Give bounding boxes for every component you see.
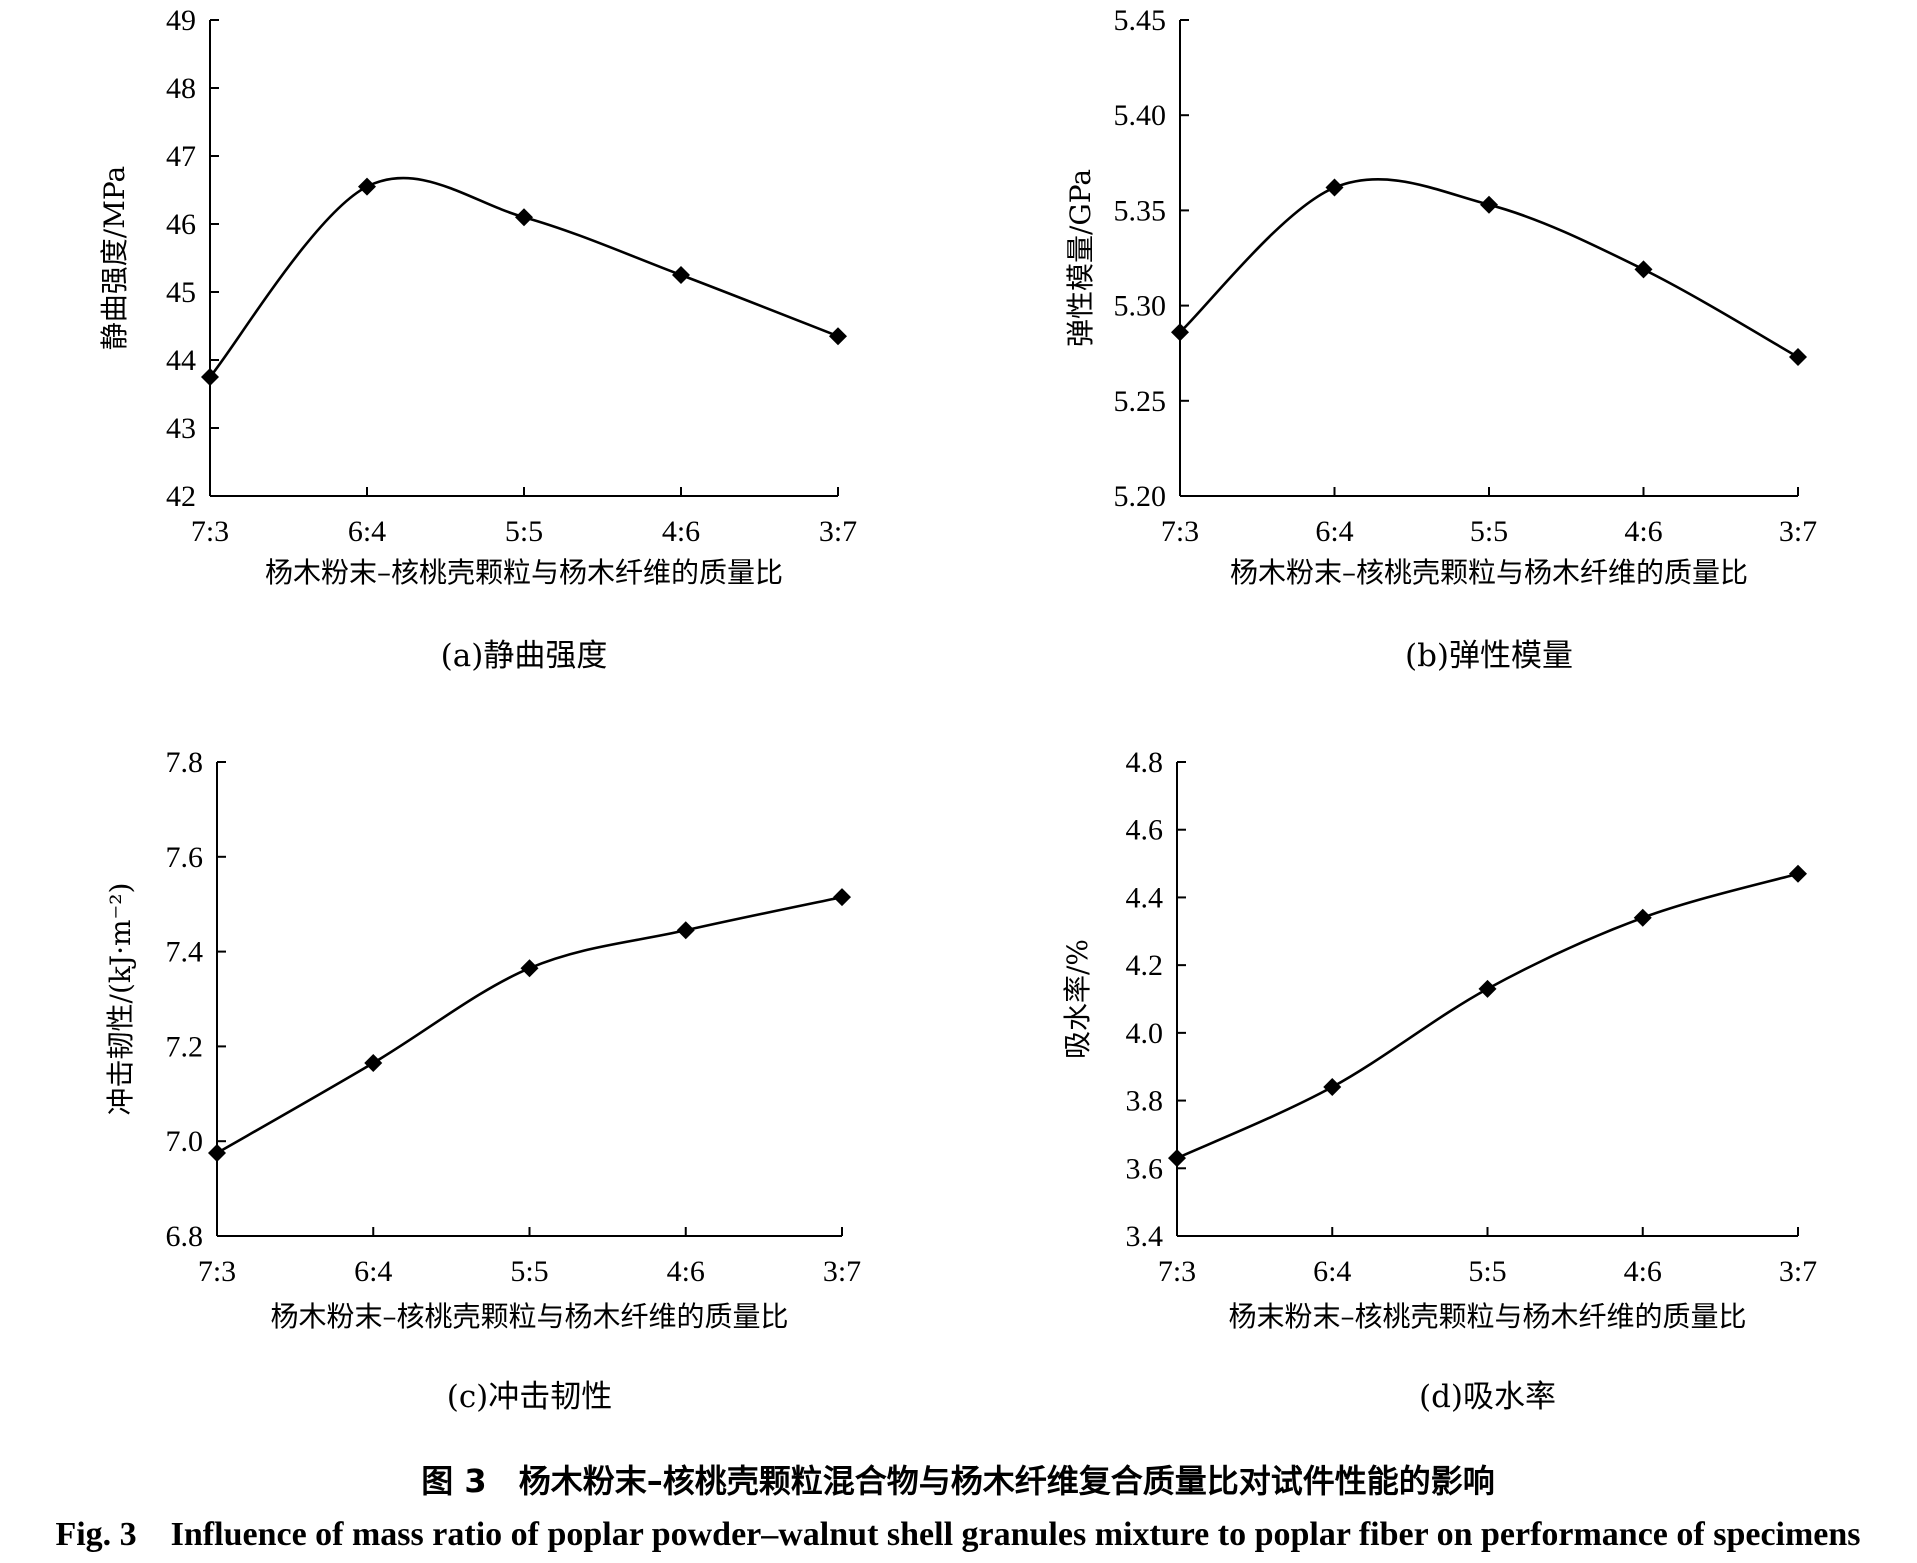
x-tick-label: 7:3 xyxy=(198,1255,236,1288)
x-tick-label: 6:4 xyxy=(1313,1255,1351,1288)
x-tick-label: 5:5 xyxy=(1470,515,1508,548)
y-axis-title: 弹性模量/GPa xyxy=(1064,169,1097,347)
x-tick-label: 3:7 xyxy=(823,1255,861,1288)
x-tick-label: 5:5 xyxy=(510,1255,548,1288)
y-tick-label: 44 xyxy=(166,344,196,377)
data-point-marker xyxy=(358,177,376,196)
data-point-marker xyxy=(1325,178,1344,197)
y-tick-label: 43 xyxy=(166,412,196,445)
x-tick-label: 4:6 xyxy=(667,1255,705,1288)
y-tick-label: 4.2 xyxy=(1126,949,1164,982)
y-tick-label: 46 xyxy=(166,208,196,241)
data-point-marker xyxy=(1323,1078,1342,1097)
y-tick-label: 5.20 xyxy=(1114,480,1167,513)
y-tick-label: 7.4 xyxy=(166,936,204,969)
y-tick-label: 5.30 xyxy=(1114,290,1167,323)
x-axis-title: 杨木粉末–核桃壳颗粒与杨木纤维的质量比 xyxy=(1230,556,1748,589)
y-tick-label: 3.4 xyxy=(1126,1220,1164,1253)
y-tick-label: 7.2 xyxy=(166,1030,204,1063)
series-line xyxy=(208,176,839,378)
y-tick-label: 6.8 xyxy=(166,1220,204,1253)
data-point-marker xyxy=(676,921,695,940)
y-tick-label: 7.0 xyxy=(166,1125,204,1158)
y-tick-label: 3.8 xyxy=(1126,1085,1164,1118)
panel-caption: (c)冲击韧性 xyxy=(447,1379,613,1415)
x-tick-label: 6:4 xyxy=(354,1255,392,1288)
y-tick-label: 47 xyxy=(166,140,196,173)
data-point-marker xyxy=(364,1053,383,1072)
y-tick-label: 7.8 xyxy=(166,746,204,779)
y-tick-label: 5.40 xyxy=(1114,99,1167,132)
x-tick-label: 5:5 xyxy=(505,515,543,548)
data-point-marker xyxy=(520,959,539,978)
y-tick-label: 4.4 xyxy=(1126,881,1164,914)
x-axis-title: 杨末粉末–核桃壳颗粒与杨木纤维的质量比 xyxy=(1228,1300,1746,1333)
x-tick-label: 4:6 xyxy=(662,515,700,548)
data-point-marker xyxy=(208,1144,226,1163)
y-tick-label: 3.6 xyxy=(1126,1152,1164,1185)
data-point-marker xyxy=(672,266,690,284)
figure-title-cn: 图 3 杨木粉末–核桃壳颗粒混合物与杨木纤维复合质量比对试件性能的影响 xyxy=(421,1462,1494,1500)
data-point-marker xyxy=(829,327,847,346)
y-tick-label: 5.35 xyxy=(1114,194,1167,227)
y-tick-label: 4.0 xyxy=(1126,1017,1164,1050)
y-tick-label: 48 xyxy=(166,72,196,105)
x-tick-label: 4:6 xyxy=(1624,1255,1662,1288)
series-line xyxy=(1176,872,1799,1160)
x-tick-label: 6:4 xyxy=(1315,515,1353,548)
chart-panel-c: 6.8 7.0 7.2 7.4 7.6 7.8 7:3 6:4 5:5 4:6 3:7 杨木粉末–核桃… xyxy=(104,746,861,1415)
panel-caption: (a)静曲强度 xyxy=(441,638,608,674)
panel-caption: (d)吸水率 xyxy=(1419,1379,1556,1415)
data-point-marker xyxy=(1168,1149,1186,1168)
chart-panel-b: 5.20 5.25 5.30 5.35 5.40 5.45 7:3 6:4 5:5 4:6 3:7 杨… xyxy=(1064,4,1817,674)
x-tick-label: 5:5 xyxy=(1468,1255,1506,1288)
data-point-marker xyxy=(1478,979,1497,998)
series-line xyxy=(216,895,843,1155)
data-point-marker xyxy=(1789,864,1807,883)
chart-panels: 42 43 44 45 46 47 48 49 7:3 6:4 5:5 4:6 3:7 杨木粉末–核桃壳颗… xyxy=(98,4,1817,1415)
x-tick-label: 3:7 xyxy=(1779,1255,1817,1288)
x-tick-label: 7:3 xyxy=(1158,1255,1196,1288)
x-axis-title: 杨木粉末–核桃壳颗粒与杨木纤维的质量比 xyxy=(265,556,783,589)
x-tick-label: 3:7 xyxy=(1779,515,1817,548)
y-axis-title: 静曲强度/MPa xyxy=(98,166,131,350)
data-point-marker xyxy=(201,368,219,386)
y-tick-label: 49 xyxy=(166,4,196,37)
y-tick-label: 5.25 xyxy=(1114,385,1167,418)
data-point-marker xyxy=(833,888,851,907)
chart-panel-d: 3.4 3.6 3.8 4.0 4.2 4.4 4.6 4.8 7:3 6:4 5:5 4:6 3:7 杨… xyxy=(1061,746,1817,1415)
y-tick-label: 5.45 xyxy=(1114,4,1167,37)
x-tick-label: 3:7 xyxy=(819,515,857,548)
x-tick-label: 7:3 xyxy=(191,515,229,548)
x-tick-label: 4:6 xyxy=(1624,515,1662,548)
chart-panel-a: 42 43 44 45 46 47 48 49 7:3 6:4 5:5 4:6 3:7 杨木粉末–核桃壳颗… xyxy=(98,4,857,674)
y-tick-label: 45 xyxy=(166,276,196,309)
x-axis-title: 杨木粉末–核桃壳颗粒与杨木纤维的质量比 xyxy=(270,1300,788,1333)
y-axis-title: 吸水率/% xyxy=(1061,939,1094,1059)
x-tick-label: 7:3 xyxy=(1161,515,1199,548)
data-point-marker xyxy=(1634,260,1653,279)
y-axis-title: 冲击韧性/(kJ·m⁻²) xyxy=(104,883,137,1116)
x-tick-label: 6:4 xyxy=(348,515,386,548)
y-tick-label: 42 xyxy=(166,480,196,513)
data-point-marker xyxy=(1789,348,1807,367)
y-tick-label: 4.8 xyxy=(1126,746,1164,779)
data-point-marker xyxy=(1633,908,1652,927)
y-tick-label: 7.6 xyxy=(166,841,204,874)
data-point-marker xyxy=(1480,195,1498,214)
figure-title-en: Fig. 3 Influence of mass ratio of poplar… xyxy=(55,1516,1860,1553)
data-point-marker xyxy=(515,208,533,227)
data-point-marker xyxy=(1171,323,1189,342)
y-tick-label: 4.6 xyxy=(1126,814,1164,847)
panel-caption: (b)弹性模量 xyxy=(1405,638,1573,674)
